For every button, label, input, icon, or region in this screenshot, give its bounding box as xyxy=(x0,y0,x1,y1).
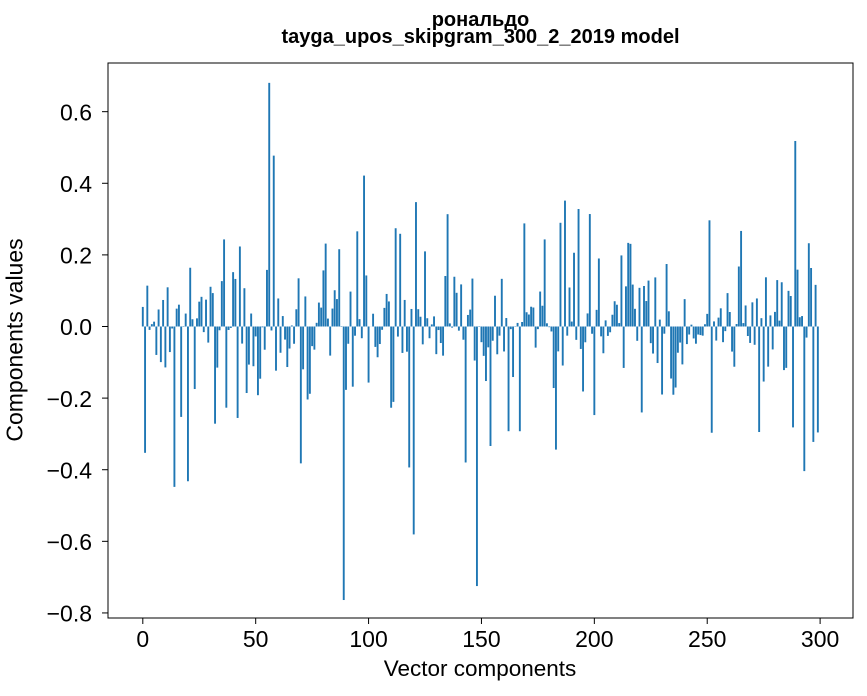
svg-text:−0.2: −0.2 xyxy=(47,386,92,412)
svg-text:300: 300 xyxy=(801,626,839,652)
svg-text:0.2: 0.2 xyxy=(60,243,92,269)
svg-text:−0.8: −0.8 xyxy=(47,601,92,627)
svg-text:50: 50 xyxy=(243,626,269,652)
svg-text:100: 100 xyxy=(349,626,387,652)
svg-text:150: 150 xyxy=(462,626,500,652)
svg-text:200: 200 xyxy=(575,626,613,652)
svg-text:0.4: 0.4 xyxy=(60,171,92,197)
svg-text:0.6: 0.6 xyxy=(60,99,92,125)
svg-text:0: 0 xyxy=(136,626,149,652)
svg-text:−0.4: −0.4 xyxy=(47,457,93,483)
svg-text:0.0: 0.0 xyxy=(60,314,92,340)
svg-text:250: 250 xyxy=(688,626,726,652)
svg-text:−0.6: −0.6 xyxy=(47,529,92,555)
